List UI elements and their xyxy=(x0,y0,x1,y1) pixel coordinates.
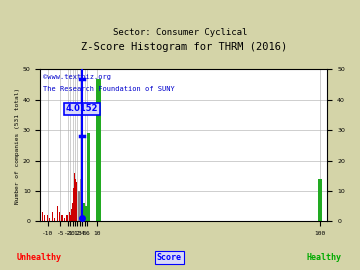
Bar xyxy=(77,185,78,221)
Bar xyxy=(59,212,60,221)
Text: The Research Foundation of SUNY: The Research Foundation of SUNY xyxy=(43,86,175,92)
Bar xyxy=(70,215,71,221)
Text: ©www.textbiz.org: ©www.textbiz.org xyxy=(43,74,111,80)
Bar xyxy=(83,203,84,221)
Bar xyxy=(73,188,74,221)
Bar xyxy=(71,209,72,221)
Bar xyxy=(85,206,86,221)
Bar xyxy=(79,191,80,221)
Bar xyxy=(86,206,87,221)
Bar xyxy=(78,191,79,221)
Bar xyxy=(49,218,50,221)
Text: Score: Score xyxy=(157,253,182,262)
Title: Z-Score Histogram for THRM (2016): Z-Score Histogram for THRM (2016) xyxy=(81,42,287,52)
Bar xyxy=(42,212,43,221)
Bar xyxy=(87,133,90,221)
Bar xyxy=(44,215,45,221)
Bar xyxy=(96,79,101,221)
Bar xyxy=(69,212,70,221)
Bar xyxy=(76,182,77,221)
Bar xyxy=(84,203,85,221)
Text: Unhealthy: Unhealthy xyxy=(17,253,62,262)
Bar xyxy=(51,212,53,221)
Bar xyxy=(82,200,83,221)
Bar xyxy=(46,215,48,221)
Bar xyxy=(81,188,82,221)
Bar xyxy=(57,206,58,221)
Bar xyxy=(66,215,68,221)
Text: Sector: Consumer Cyclical: Sector: Consumer Cyclical xyxy=(113,28,247,37)
Bar xyxy=(74,179,75,221)
Y-axis label: Number of companies (531 total): Number of companies (531 total) xyxy=(15,87,20,204)
Bar xyxy=(62,215,63,221)
Bar xyxy=(75,179,76,221)
Bar xyxy=(80,179,81,221)
Text: 4.0152: 4.0152 xyxy=(66,104,99,113)
Bar xyxy=(318,179,322,221)
Text: Healthy: Healthy xyxy=(306,253,342,262)
Bar xyxy=(64,218,65,221)
Bar xyxy=(54,218,55,221)
